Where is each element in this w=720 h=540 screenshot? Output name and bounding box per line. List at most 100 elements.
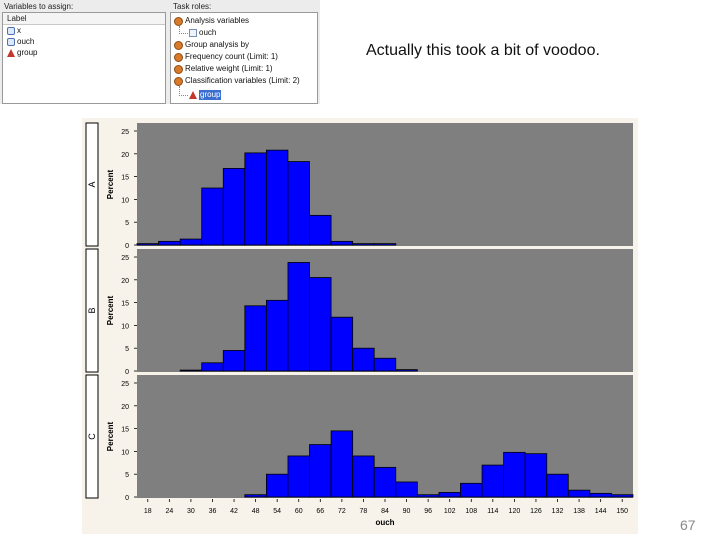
y-axis-label: Percent: [106, 295, 115, 325]
y-tick-label: 0: [125, 369, 129, 376]
variable-item-group[interactable]: group: [7, 48, 37, 58]
page-number: 67: [680, 517, 696, 533]
variable-label: group: [17, 48, 38, 57]
variable-label: ouch: [17, 37, 35, 46]
histogram-bar: [265, 149, 289, 246]
role-item-group[interactable]: group: [189, 90, 222, 100]
histogram-bar: [287, 262, 310, 372]
tree-connector: [179, 26, 188, 34]
caption-text: Actually this took a bit of voodoo.: [366, 42, 600, 59]
role-label-selected: group: [199, 90, 222, 100]
y-tick-label: 15: [121, 301, 129, 308]
variables-pane-title: Variables to assign:: [4, 2, 74, 11]
x-tick-label: 54: [273, 508, 281, 515]
histogram-bar: [244, 494, 267, 498]
histogram-bar: [201, 187, 224, 246]
role-label: Classification variables (Limit: 2): [185, 76, 300, 85]
role-item-ouch[interactable]: ouch: [189, 28, 216, 38]
x-tick-label: 144: [595, 508, 607, 515]
x-tick-label: 48: [252, 508, 260, 515]
x-tick-label: 138: [573, 508, 585, 515]
numeric-variable-icon: [7, 38, 15, 46]
plot-background: [137, 249, 633, 372]
histogram-bar: [546, 473, 569, 498]
histogram-bar: [179, 238, 203, 246]
x-tick-label: 78: [360, 508, 368, 515]
x-tick-label: 36: [209, 508, 217, 515]
histogram-bar: [567, 489, 591, 498]
histogram-panel-chart: A Percent 0 5 10 15 20 25 B Percent 0 5 10 15 20 25 C Per…: [82, 118, 638, 534]
y-tick-label: 20: [121, 152, 129, 159]
y-tick-label: 15: [121, 427, 129, 434]
histogram-bar: [330, 316, 354, 372]
role-icon: [174, 76, 183, 86]
histogram-bar: [222, 350, 246, 372]
variables-list[interactable]: Label x ouch group: [2, 12, 166, 104]
label-column-header[interactable]: Label: [3, 13, 165, 25]
panel-label: C: [87, 433, 97, 440]
role-icon: [174, 52, 183, 62]
y-tick-label: 5: [125, 220, 129, 227]
panel-label: A: [87, 181, 97, 187]
task-roles-tree[interactable]: Analysis variables ouch Group analysis b…: [170, 12, 318, 104]
task-dialog: Variables to assign: Task roles: Label x…: [0, 0, 320, 104]
x-tick-label: 102: [444, 508, 456, 515]
histogram-bar: [158, 240, 181, 246]
panel-strip: [85, 374, 99, 499]
histogram-bar: [352, 455, 375, 498]
role-label: Relative weight (Limit: 1): [185, 64, 273, 73]
histogram-bar: [309, 214, 332, 246]
x-tick-label: 150: [616, 508, 628, 515]
role-relative-weight[interactable]: Relative weight (Limit: 1): [174, 64, 273, 74]
histogram-bar: [416, 494, 440, 498]
histogram-bar: [438, 492, 461, 498]
histogram-bar: [352, 243, 375, 246]
histogram-bar: [179, 369, 203, 372]
histogram-bar: [481, 464, 505, 498]
y-axis-label: Percent: [106, 421, 115, 451]
histogram-bar: [244, 305, 267, 372]
panel-label: B: [87, 307, 97, 313]
histogram-bar: [222, 167, 246, 246]
y-tick-label: 0: [125, 243, 129, 250]
histogram-bar: [395, 481, 418, 498]
x-tick-label: 60: [295, 508, 303, 515]
histogram-bar: [395, 369, 418, 372]
x-tick-label: 30: [187, 508, 195, 515]
x-tick-label: 114: [487, 508, 498, 515]
y-tick-label: 25: [121, 255, 129, 262]
x-tick-label: 72: [338, 508, 346, 515]
y-axis-label: Percent: [106, 169, 115, 199]
roles-pane-title: Task roles:: [173, 2, 212, 11]
y-tick-label: 25: [121, 129, 129, 136]
role-icon: [174, 64, 183, 74]
variable-label: x: [17, 26, 21, 35]
role-label: Group analysis by: [185, 40, 250, 49]
histogram-bar: [136, 243, 159, 246]
role-analysis-variables[interactable]: Analysis variables: [174, 16, 249, 26]
histogram-bar: [330, 240, 354, 246]
variable-item-ouch[interactable]: ouch: [7, 37, 34, 47]
histogram-bar: [373, 357, 397, 372]
tree-connector: [179, 86, 188, 96]
x-tick-label: 24: [165, 508, 173, 515]
histogram-bar: [265, 473, 289, 498]
role-group-analysis-by[interactable]: Group analysis by: [174, 40, 249, 50]
histogram-bar: [309, 444, 332, 498]
character-variable-icon: [7, 49, 15, 57]
x-tick-label: 96: [424, 508, 432, 515]
histogram-bar: [352, 347, 375, 372]
x-tick-label: 126: [530, 508, 542, 515]
histogram-bar: [611, 494, 634, 498]
role-frequency-count[interactable]: Frequency count (Limit: 1): [174, 52, 278, 62]
x-tick-label: 108: [465, 508, 477, 515]
panel-strip: [85, 122, 99, 247]
x-tick-label: 66: [316, 508, 324, 515]
variable-item-x[interactable]: x: [7, 26, 21, 36]
role-label: Analysis variables: [185, 16, 250, 25]
y-tick-label: 10: [121, 197, 129, 204]
role-icon: [174, 16, 183, 26]
role-classification-variables[interactable]: Classification variables (Limit: 2): [174, 76, 300, 86]
chart-svg: A Percent 0 5 10 15 20 25 B Percent 0 5 10 15 20 25 C Per…: [85, 122, 634, 527]
y-tick-label: 10: [121, 323, 129, 330]
